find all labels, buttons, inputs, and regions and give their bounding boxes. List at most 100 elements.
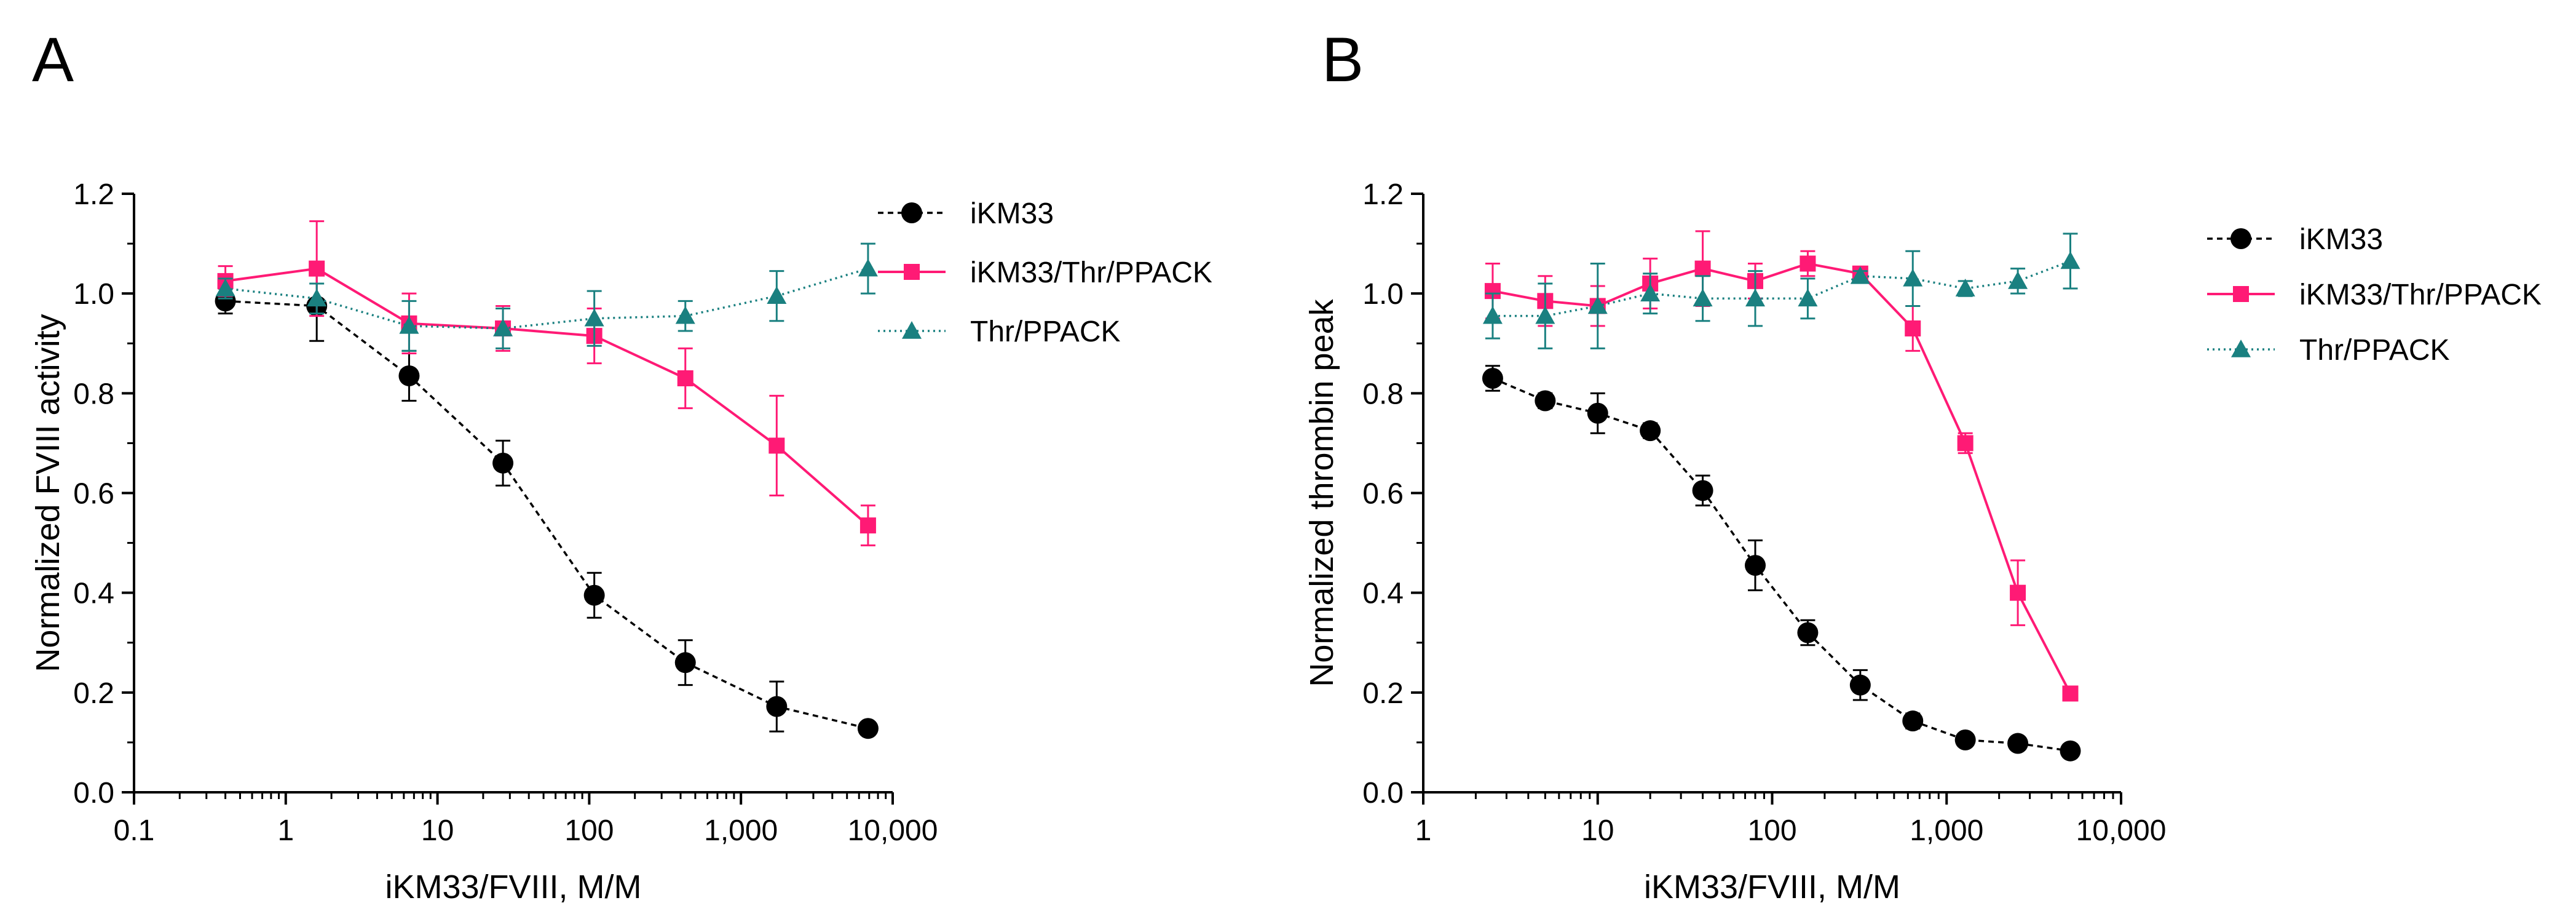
y-tick-label: 0.8	[73, 378, 114, 410]
data-point	[1745, 555, 1766, 576]
x-axis-title: iKM33/FVIII, M/M	[385, 869, 641, 905]
data-point	[1535, 390, 1556, 412]
data-point	[2007, 733, 2029, 754]
data-point	[1694, 260, 1711, 277]
y-tick-label: 1.2	[1362, 178, 1404, 211]
data-point	[768, 437, 785, 454]
data-point	[1797, 622, 1819, 643]
x-tick-label: 10	[421, 814, 454, 847]
legend-label: iKM33/Thr/PPACK	[970, 257, 1212, 289]
data-point	[2060, 740, 2081, 762]
series-ikm33	[215, 270, 879, 739]
data-point	[767, 286, 787, 304]
y-tick-label: 0.2	[73, 677, 114, 710]
x-tick-label: 100	[1747, 814, 1796, 847]
data-point	[584, 308, 604, 327]
data-point	[1693, 288, 1713, 307]
y-tick-label: 0.0	[73, 777, 114, 810]
x-tick-label: 10,000	[848, 814, 938, 847]
series-line	[225, 300, 869, 730]
panel-a: A 0.0 0.2 0.4 0.6 0.8 1.0 1.2 0.1 1 10 100 1,000 10,0…	[30, 25, 1212, 905]
series-line	[1492, 260, 2071, 317]
data-point	[1954, 729, 1976, 750]
y-axis-title: Normalized FVIII activity	[30, 314, 66, 672]
x-tick-label: 10	[1581, 814, 1614, 847]
legend-marker	[2233, 286, 2249, 302]
y-tick-label: 1.0	[73, 278, 114, 311]
data-point	[309, 260, 325, 277]
y-tick-label: 0.2	[1362, 677, 1404, 710]
legend-label: Thr/PPACK	[2299, 334, 2450, 367]
data-point	[398, 365, 420, 386]
y-tick-label: 0.4	[73, 578, 114, 610]
data-point	[1800, 255, 1816, 272]
x-tick-label: 1,000	[704, 814, 778, 847]
data-point	[493, 318, 513, 336]
legend-marker	[902, 321, 922, 339]
data-point	[1640, 284, 1661, 301]
legend-entry: iKM33/Thr/PPACK	[2207, 279, 2542, 311]
x-tick-label: 1	[277, 814, 294, 847]
series-ikm33	[1482, 365, 2081, 762]
data-point	[1482, 368, 1503, 389]
legend-label: iKM33/Thr/PPACK	[2299, 279, 2542, 311]
data-point	[1957, 435, 1973, 452]
legend-entry: Thr/PPACK	[2207, 334, 2450, 367]
data-point	[492, 452, 514, 474]
data-point	[215, 279, 235, 296]
data-point	[1955, 279, 1975, 296]
x-tick-label: 100	[564, 814, 614, 847]
data-point	[2008, 271, 2028, 289]
legend-label: iKM33	[2299, 223, 2383, 256]
y-axis-title: Normalized thrombin peak	[1303, 298, 1340, 686]
data-point	[1640, 420, 1661, 442]
data-point	[2062, 685, 2079, 702]
data-point	[675, 306, 695, 324]
legend-marker	[904, 264, 920, 280]
data-point	[1587, 296, 1608, 314]
y-tick-label: 1.0	[1362, 278, 1404, 311]
data-point	[1587, 402, 1608, 424]
data-point	[399, 316, 419, 334]
series-thr-ppack	[215, 242, 878, 352]
data-point	[1745, 288, 1766, 307]
y-tick-label: 0.6	[73, 478, 114, 511]
data-point	[1902, 710, 1924, 732]
data-point	[766, 696, 788, 717]
panel-b: B 0.0 0.2 0.4 0.6 0.8 1.0 1.2 1 10 100 1,000 10,000 N…	[1303, 25, 2542, 905]
legend-label: Thr/PPACK	[970, 316, 1121, 348]
data-point	[677, 370, 693, 387]
data-point	[1905, 320, 1921, 336]
x-tick-label: 1	[1415, 814, 1432, 847]
legend-entry: iKM33/Thr/PPACK	[878, 257, 1212, 289]
legend-marker	[2231, 340, 2251, 357]
series-line	[225, 267, 869, 330]
data-point	[858, 258, 878, 277]
series-ikm33-thr-ppack	[217, 220, 876, 547]
series-line	[1492, 377, 2071, 752]
data-point	[1692, 480, 1713, 501]
legend-marker	[901, 202, 922, 223]
data-point	[1903, 268, 1923, 287]
data-point	[1798, 288, 1818, 307]
y-tick-label: 0.6	[1362, 478, 1404, 511]
data-point	[857, 718, 879, 739]
y-tick-label: 1.2	[73, 178, 114, 211]
legend-entry: iKM33	[878, 197, 1054, 230]
data-point	[583, 584, 605, 606]
x-tick-label: 1,000	[1910, 814, 1983, 847]
data-point	[2010, 584, 2026, 601]
data-point	[1482, 306, 1503, 324]
legend-marker	[2230, 228, 2251, 249]
series-line	[225, 267, 869, 527]
y-tick-label: 0.8	[1362, 378, 1404, 410]
data-point	[674, 652, 696, 674]
series-line	[1492, 262, 2072, 694]
data-point	[1850, 266, 1870, 284]
data-point	[859, 517, 876, 534]
series-ikm33-thr-ppack	[1484, 230, 2079, 702]
data-point	[1849, 674, 1871, 696]
y-tick-label: 0.0	[1362, 777, 1404, 810]
series-thr-ppack	[1482, 233, 2080, 349]
